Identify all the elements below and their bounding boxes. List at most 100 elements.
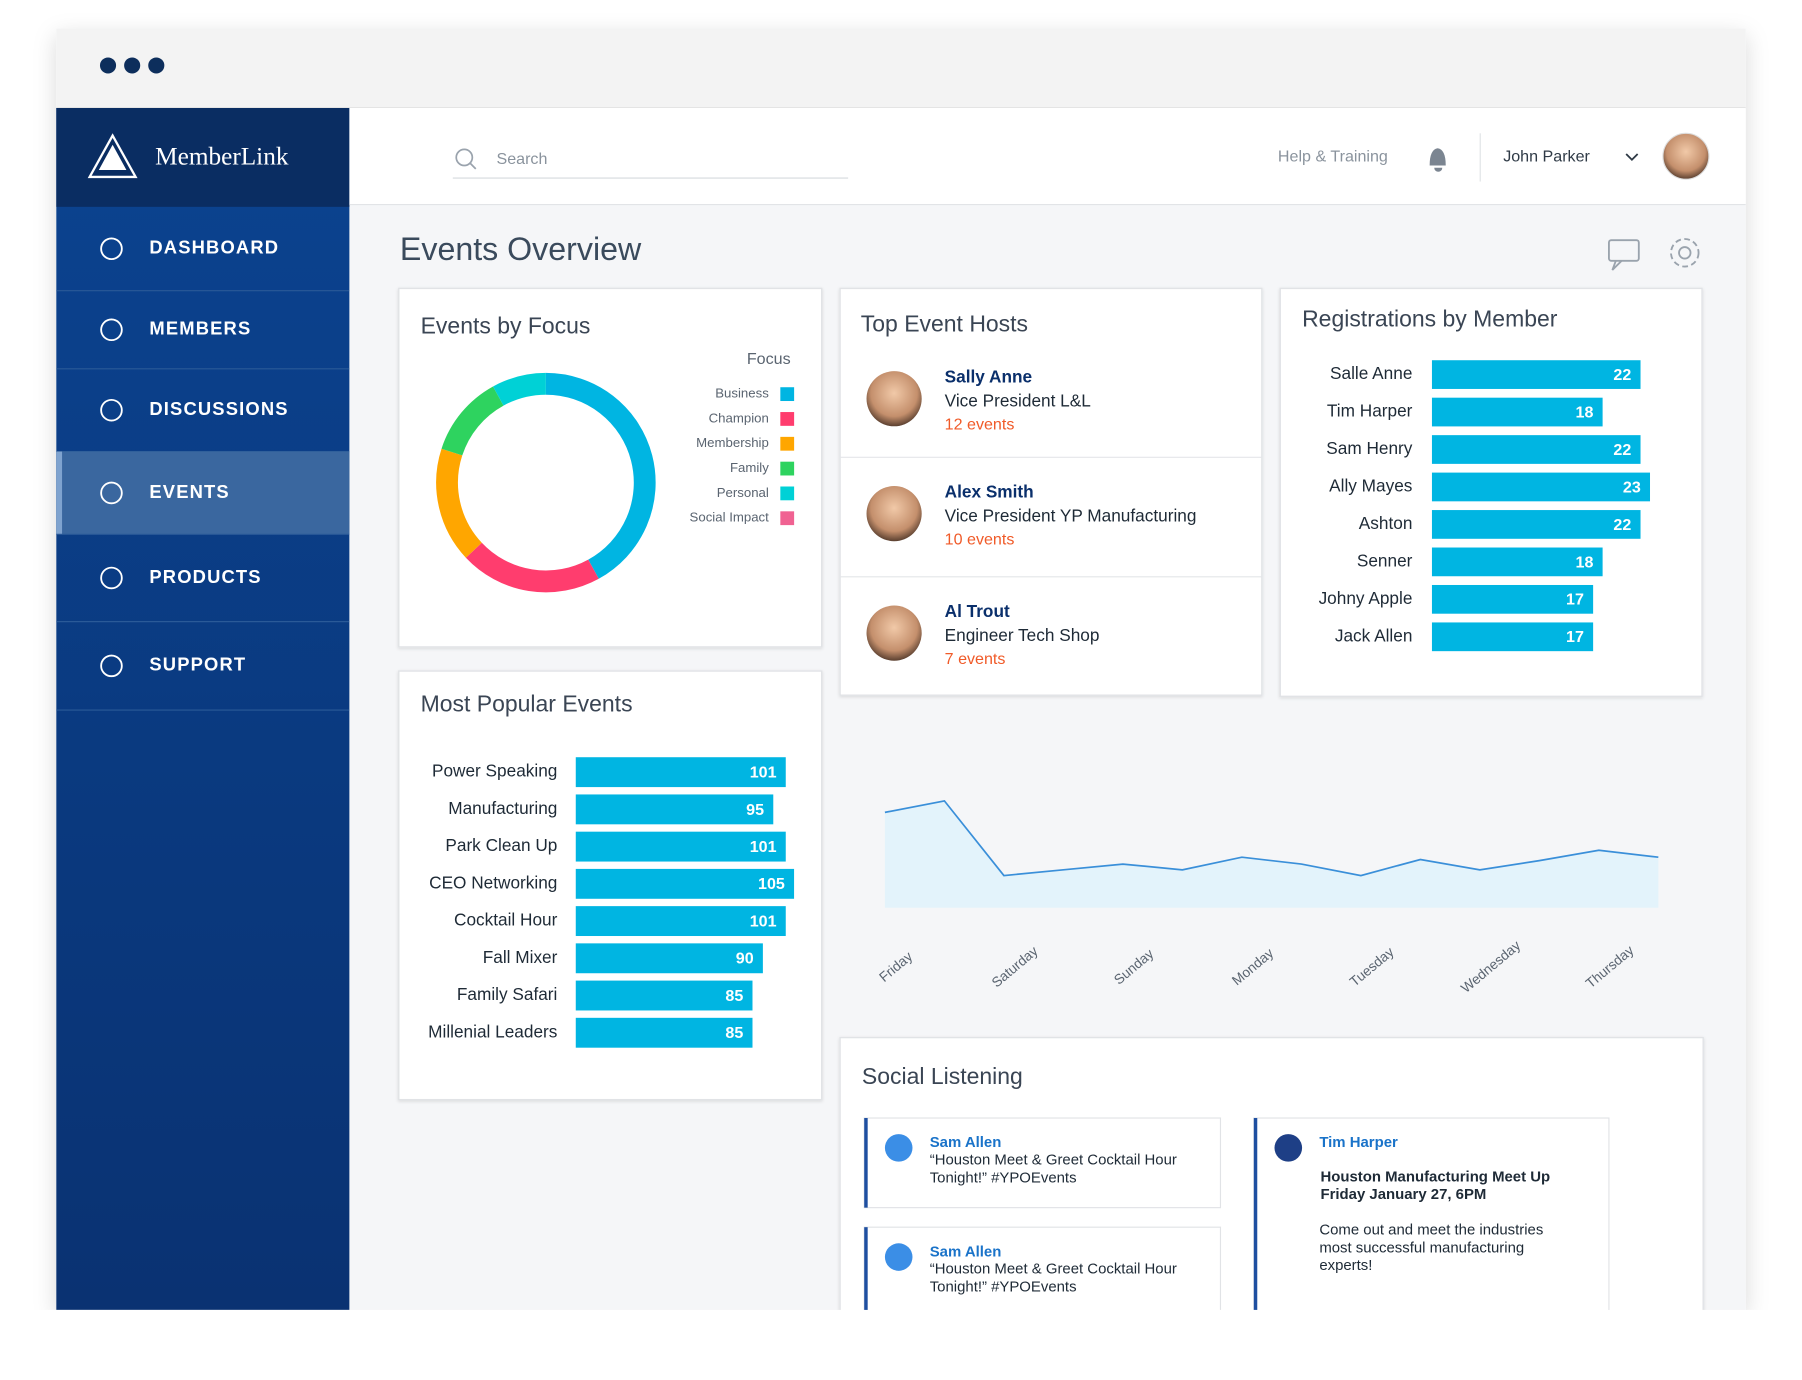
post-author[interactable]: Tim Harper <box>1319 1134 1398 1151</box>
nav-icon <box>100 654 123 678</box>
chat-icon[interactable] <box>1608 239 1640 271</box>
title-bar <box>56 28 1746 109</box>
brand-name[interactable]: MemberLink <box>155 142 289 170</box>
bar <box>1431 510 1641 539</box>
bar-value: 17 <box>1566 591 1584 609</box>
twitter-icon <box>884 1243 913 1271</box>
user-menu-chevron[interactable] <box>1625 153 1639 162</box>
bar-label: Tim Harper <box>1327 401 1413 421</box>
post-text: “Houston Meet & Greet Cocktail Hour <box>930 1261 1177 1278</box>
post-text: Tonight!” #YPOEvents <box>930 1278 1077 1295</box>
host-events: 12 events <box>945 415 1015 433</box>
card-title: Social Listening <box>862 1063 1023 1089</box>
bar <box>575 906 786 937</box>
bar <box>575 831 786 862</box>
bar-label: Fall Mixer <box>483 947 558 967</box>
bar-label: Salle Anne <box>1330 363 1412 383</box>
legend-swatch <box>780 461 795 476</box>
margin <box>0 0 56 1380</box>
card-title: Top Event Hosts <box>861 310 1028 336</box>
search-icon <box>455 148 474 167</box>
nav-item[interactable]: MEMBERS <box>149 318 251 339</box>
nav-icon <box>100 566 123 590</box>
bar <box>575 794 774 825</box>
settings-icon[interactable] <box>1670 238 1700 268</box>
post-accent <box>864 1118 868 1208</box>
nav-icon <box>100 318 123 342</box>
donut-segment <box>436 448 483 558</box>
facebook-icon <box>1274 1134 1303 1162</box>
bar <box>575 943 763 974</box>
bar-label: Sam Henry <box>1326 438 1413 458</box>
nav-item[interactable]: SUPPORT <box>149 654 246 675</box>
legend-swatch <box>780 436 795 451</box>
host-role: Vice President L&L <box>945 391 1091 411</box>
bar-label: CEO Networking <box>429 872 557 892</box>
post-text: Come out and meet the industries <box>1319 1222 1543 1239</box>
bar <box>575 757 786 788</box>
bar-value: 90 <box>736 950 754 968</box>
brand-logo <box>87 133 138 179</box>
legend-swatch <box>780 387 795 402</box>
nav-active-bar <box>56 451 63 535</box>
post-author[interactable]: Sam Allen <box>930 1243 1002 1260</box>
nav: DASHBOARD MEMBERS DISCUSSIONS EVENTS PRODUCT… <box>56 237 350 711</box>
nav-icon <box>100 237 123 261</box>
host-name[interactable]: Sally Anne <box>945 367 1032 387</box>
sidebar <box>56 108 350 1310</box>
user-name[interactable]: John Parker <box>1503 148 1590 166</box>
card-title: Events by Focus <box>421 313 591 339</box>
donut-segment <box>493 372 547 406</box>
host-events: 10 events <box>945 530 1015 548</box>
user-avatar[interactable] <box>1662 132 1710 180</box>
card-title: Registrations by Member <box>1302 306 1558 332</box>
legend-swatch <box>780 511 795 526</box>
area <box>884 800 1659 908</box>
bar-label: Family Safari <box>457 984 557 1004</box>
window-dot[interactable] <box>124 57 141 74</box>
host-name[interactable]: Al Trout <box>945 601 1010 621</box>
search-input[interactable]: Search <box>496 150 547 168</box>
bar-value: 22 <box>1613 441 1631 459</box>
legend-label: Social Impact <box>690 510 770 525</box>
host-list: Sally Anne Vice President L&L 12 events Ale… <box>866 367 1197 668</box>
bar <box>1431 547 1603 577</box>
bar-label: Jack Allen <box>1335 625 1413 645</box>
bar-label: Ally Mayes <box>1329 476 1412 496</box>
bar-label: Ashton <box>1359 513 1413 533</box>
nav-active-bg <box>56 451 350 535</box>
post-author[interactable]: Sam Allen <box>930 1134 1002 1151</box>
twitter-icon <box>884 1134 913 1162</box>
bar <box>1431 622 1594 652</box>
bar <box>575 868 795 899</box>
window-dot[interactable] <box>99 57 117 74</box>
bar-label: Park Clean Up <box>445 835 557 855</box>
bar-label: Power Speaking <box>432 761 557 781</box>
host-avatar <box>866 371 922 427</box>
bar-value: 85 <box>725 987 743 1005</box>
host-name[interactable]: Alex Smith <box>945 481 1034 501</box>
nav-item[interactable]: EVENTS <box>149 481 229 502</box>
host-role: Vice President YP Manufacturing <box>945 506 1197 526</box>
bar <box>1431 472 1651 502</box>
legend-title: Focus <box>747 350 791 368</box>
host-role: Engineer Tech Shop <box>945 625 1100 645</box>
page-bottom <box>0 1309 1802 1380</box>
bar-value: 22 <box>1613 516 1631 534</box>
notifications-icon[interactable] <box>1429 148 1446 172</box>
bar <box>575 1017 753 1048</box>
post-text: “Houston Meet & Greet Cocktail Hour <box>930 1151 1177 1168</box>
host-avatar <box>866 486 922 542</box>
bar <box>1431 360 1641 389</box>
post-accent <box>1253 1118 1258 1337</box>
post-headline: Houston Manufacturing Meet Up <box>1320 1169 1550 1186</box>
nav-item[interactable]: DISCUSSIONS <box>149 398 288 419</box>
bar-label: Johny Apple <box>1319 588 1413 608</box>
window-dot[interactable] <box>148 57 165 74</box>
nav-item[interactable]: DASHBOARD <box>149 237 279 258</box>
help-link[interactable]: Help & Training <box>1278 148 1388 166</box>
bar-label: Senner <box>1357 550 1413 570</box>
nav-item[interactable]: PRODUCTS <box>149 566 261 587</box>
